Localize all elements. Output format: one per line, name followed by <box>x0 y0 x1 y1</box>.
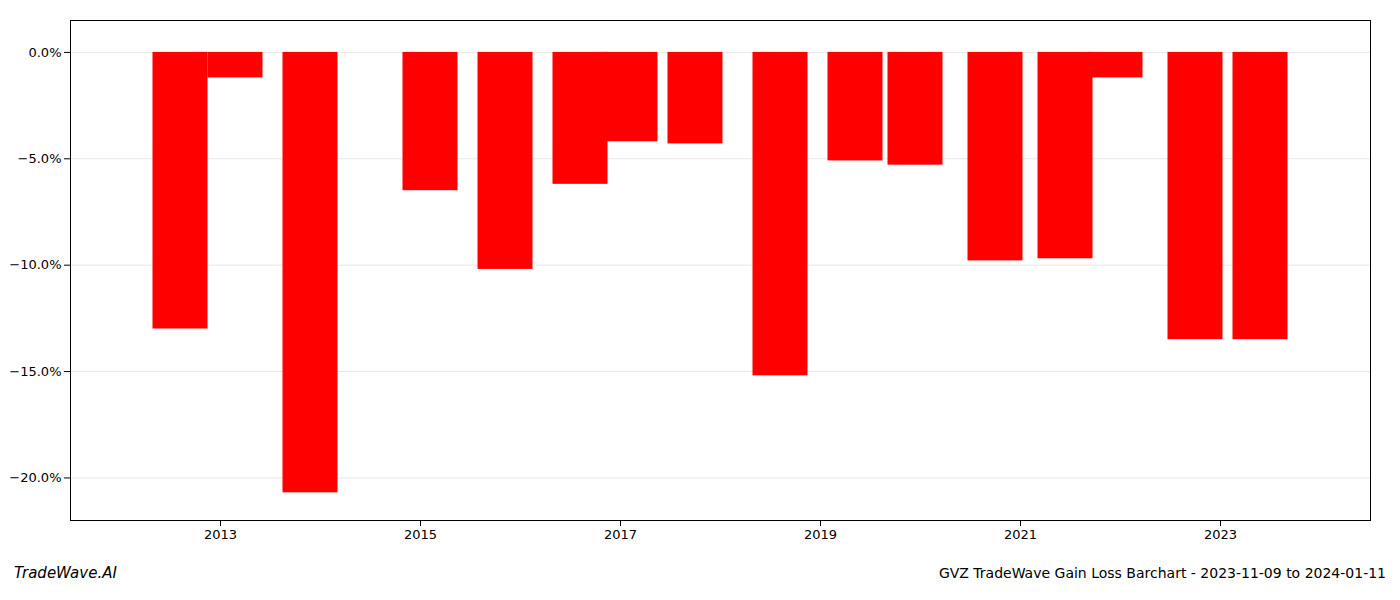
svg-text:2013: 2013 <box>204 527 237 542</box>
svg-text:2019: 2019 <box>804 527 837 542</box>
svg-text:2023: 2023 <box>1204 527 1237 542</box>
html-text:TradeWave.AI: TradeWave.AI <box>14 564 117 582</box>
html-text:GVZ TradeWave Gain Loss Barcha: GVZ TradeWave Gain Loss Barchart - 2023-… <box>938 565 1386 581</box>
svg-text:−5.0%: −5.0% <box>18 151 62 166</box>
svg-text:2017: 2017 <box>604 527 637 542</box>
svg-text:−10.0%: −10.0% <box>9 257 61 272</box>
svg-text:2021: 2021 <box>1004 527 1037 542</box>
svg-text:0.0%: 0.0% <box>28 45 61 60</box>
svg-text:−20.0%: −20.0% <box>9 470 61 485</box>
svg-text:2015: 2015 <box>404 527 437 542</box>
svg-text:−15.0%: −15.0% <box>9 364 61 379</box>
